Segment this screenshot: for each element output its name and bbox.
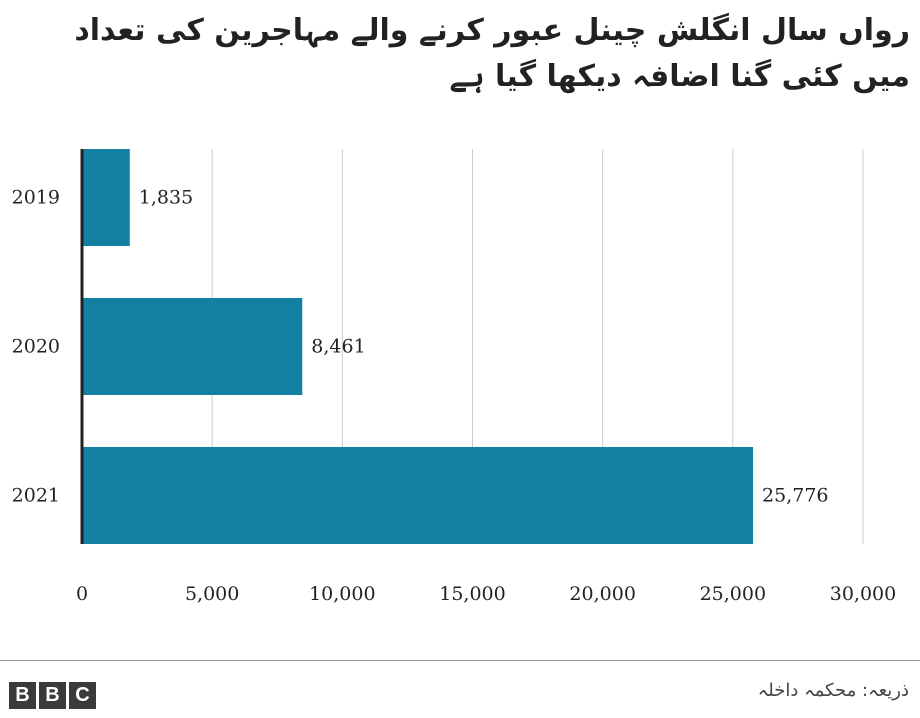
footer-divider <box>0 660 920 661</box>
bars <box>82 149 754 544</box>
x-tick-label: 0 <box>76 583 88 605</box>
data-label: 25,776 <box>762 485 828 507</box>
y-category-label: 2021 <box>12 485 60 507</box>
labels: 0 5,000 10,000 15,000 20,000 25,000 30,000 2019… <box>12 187 897 606</box>
x-tick-label: 30,000 <box>830 583 896 605</box>
chart-title: رواں سال انگلش چینل عبور کرنے والے مہاجر… <box>74 13 910 94</box>
bar <box>82 447 754 544</box>
x-tick-label: 20,000 <box>569 583 635 605</box>
data-label: 8,461 <box>311 336 365 358</box>
x-tick-label: 5,000 <box>185 583 239 605</box>
x-tick-label: 10,000 <box>309 583 375 605</box>
y-category-label: 2019 <box>12 187 60 209</box>
bbc-logo-letter: B <box>9 682 36 709</box>
y-category-label: 2020 <box>12 336 60 358</box>
bbc-logo-letter: B <box>39 682 66 709</box>
bbc-logo-letter: C <box>69 682 96 709</box>
x-tick-label: 25,000 <box>700 583 766 605</box>
source-note: ذریعہ: محکمہ داخلہ <box>757 680 909 701</box>
bbc-logo: B B C <box>9 682 96 709</box>
bar-chart: 0 5,000 10,000 15,000 20,000 25,000 30,000 2019… <box>12 149 897 606</box>
x-tick-label: 15,000 <box>439 583 505 605</box>
bar <box>82 298 303 395</box>
bar <box>82 149 130 246</box>
data-label: 1,835 <box>139 187 193 209</box>
